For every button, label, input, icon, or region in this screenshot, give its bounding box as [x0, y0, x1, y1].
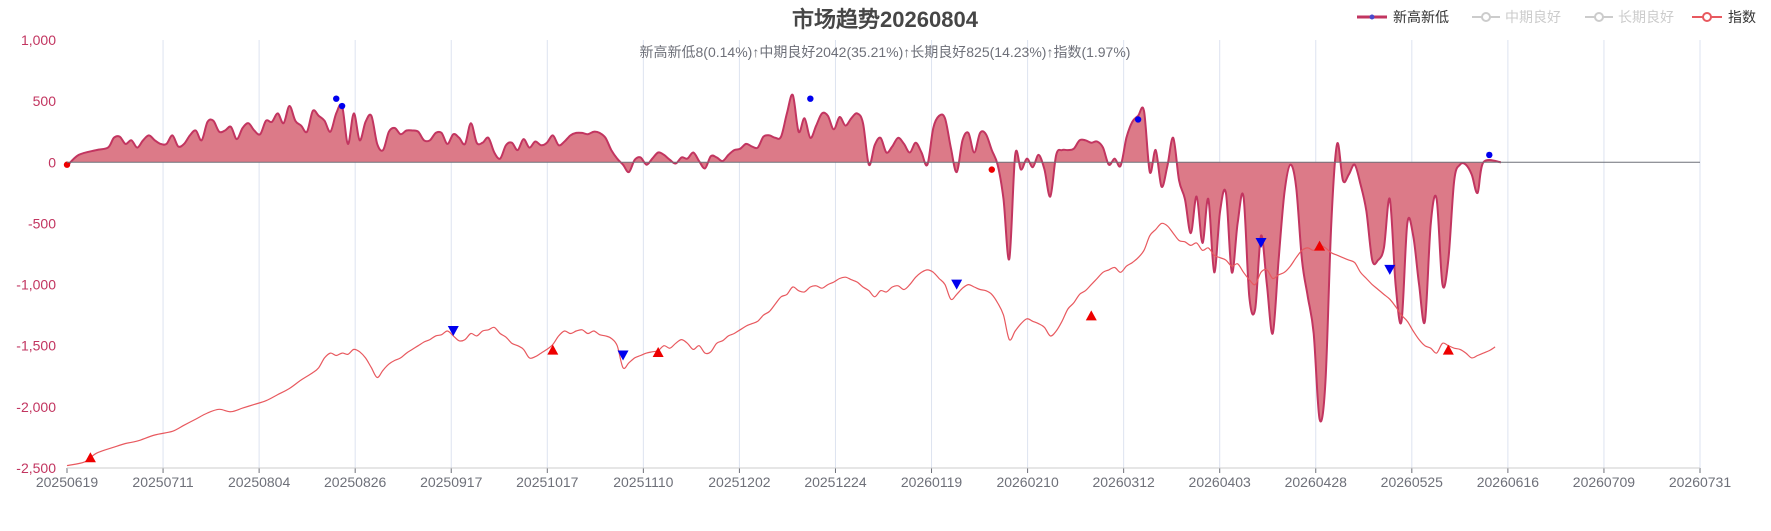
legend-dot-long-term [1594, 12, 1604, 22]
chart-title: 市场趋势20260804 [792, 7, 979, 32]
x-tick-label: 20260210 [996, 474, 1059, 490]
x-tick-label: 20251110 [613, 474, 673, 490]
y-tick-label: -2,500 [16, 460, 56, 476]
x-tick-label: 20251202 [708, 474, 771, 490]
marker-dot [333, 95, 340, 102]
marker-dot [1486, 151, 1493, 159]
marker-triangle-up [652, 347, 664, 358]
highlow-area [67, 94, 1501, 422]
legend-item-long-term[interactable]: 长期良好 [1585, 9, 1674, 25]
marker-triangle-down [447, 326, 459, 337]
line-layer [66, 93, 1502, 467]
x-tick-label: 20260428 [1285, 474, 1348, 490]
x-tick-label: 20251017 [516, 474, 579, 490]
legend-item-mid-term[interactable]: 中期良好 [1472, 9, 1561, 25]
y-tick-label: -2,000 [16, 399, 56, 415]
legend-dot-index [1702, 12, 1712, 22]
legend-dot-mid-term [1481, 12, 1491, 22]
marker-layer [63, 95, 1493, 463]
marker-dot [63, 161, 71, 168]
grid-layer [162, 40, 1701, 468]
x-tick-label: 20260119 [901, 474, 962, 490]
legend-label-mid-term: 中期良好 [1505, 9, 1561, 25]
x-tick-label: 20250619 [36, 474, 99, 490]
legend-dot-highlow [1369, 14, 1375, 20]
axis-layer: 20250619 20250711 20250804 20250826 20250917… [16, 32, 1731, 490]
x-tick-label: 20250711 [132, 474, 193, 490]
x-tick-label: 20250917 [420, 474, 483, 490]
y-tick-label: -1,000 [16, 277, 56, 293]
marker-triangle-up [84, 452, 96, 463]
marker-triangle-down [951, 279, 963, 290]
x-tick-label: 20260525 [1381, 474, 1444, 490]
y-tick-label: 1,000 [21, 32, 56, 48]
legend-item-highlow[interactable]: 新高新低 [1357, 9, 1449, 25]
x-tick-label: 20260616 [1477, 474, 1540, 490]
marker-dot [338, 102, 346, 110]
legend-label-index: 指数 [1728, 9, 1756, 25]
marker-triangle-up [547, 344, 559, 355]
x-tick-label: 20260403 [1189, 474, 1252, 490]
marker-triangle-down [617, 350, 629, 361]
marker-triangle-down [1384, 264, 1396, 275]
marker-triangle-down [1255, 237, 1267, 248]
x-tick-label: 20250804 [228, 474, 291, 490]
area-layer [67, 94, 1501, 422]
marker-dot [988, 166, 995, 173]
marker-triangle-up [1314, 240, 1326, 251]
x-tick-label: 20260709 [1573, 474, 1636, 490]
chart-subtitle: 新高新低8(0.14%)↑中期良好2042(35.21%)↑长期良好825(14… [640, 44, 1131, 60]
marker-triangle-up [1085, 310, 1097, 321]
legend-label-highlow: 新高新低 [1393, 9, 1449, 25]
y-tick-label: 500 [33, 93, 57, 109]
x-tick-label: 20260312 [1092, 474, 1155, 490]
y-tick-label: -500 [28, 215, 56, 231]
legend[interactable]: 新高新低 中期良好 长期良好 指数 [1357, 9, 1756, 25]
marker-triangle-up [1442, 344, 1454, 355]
x-tick-label: 20260731 [1669, 474, 1732, 490]
index-line [66, 222, 1496, 467]
marker-dot [807, 95, 814, 102]
y-tick-label: 0 [48, 154, 56, 170]
marker-dot [1134, 116, 1142, 123]
highlow-line [66, 93, 1502, 423]
x-tick-label: 20250826 [324, 474, 387, 490]
x-tick-label: 20251224 [804, 474, 867, 490]
legend-label-long-term: 长期良好 [1618, 9, 1674, 25]
legend-item-index[interactable]: 指数 [1692, 9, 1756, 25]
y-tick-label: -1,500 [16, 338, 56, 354]
